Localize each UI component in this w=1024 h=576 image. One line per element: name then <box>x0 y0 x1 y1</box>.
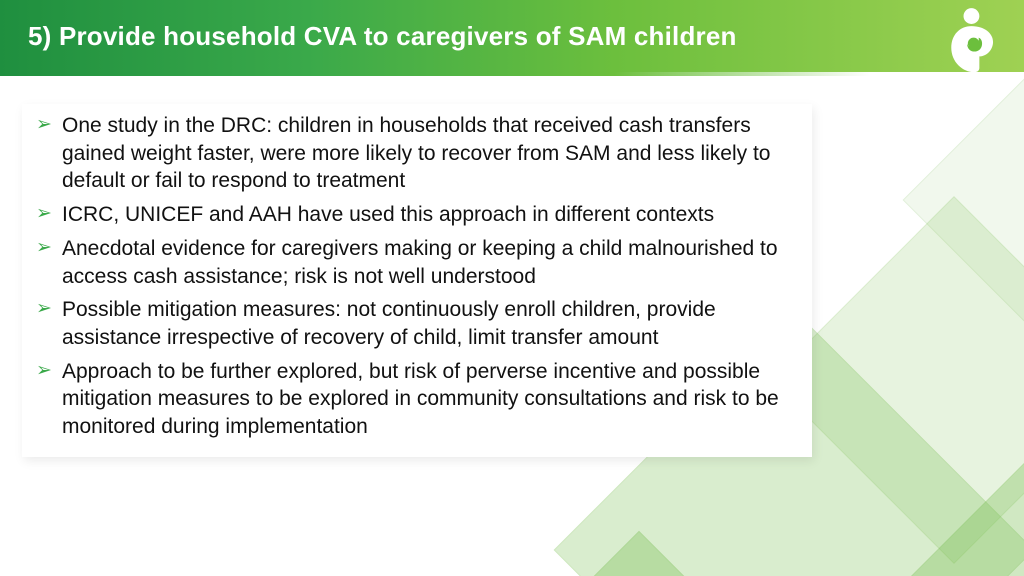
header-bar: 5) Provide household CVA to caregivers o… <box>0 0 1024 72</box>
content-box: One study in the DRC: children in househ… <box>22 104 812 457</box>
slide: 5) Provide household CVA to caregivers o… <box>0 0 1024 576</box>
list-item: Anecdotal evidence for caregivers making… <box>28 235 806 290</box>
breastfeeding-icon <box>934 6 1006 78</box>
list-item: ICRC, UNICEF and AAH have used this appr… <box>28 201 806 229</box>
list-item: Possible mitigation measures: not contin… <box>28 296 806 351</box>
slide-title: 5) Provide household CVA to caregivers o… <box>0 21 737 52</box>
list-item: One study in the DRC: children in househ… <box>28 112 806 195</box>
header-separator <box>0 76 1024 77</box>
list-item: Approach to be further explored, but ris… <box>28 358 806 441</box>
bullet-list: One study in the DRC: children in househ… <box>28 112 806 441</box>
